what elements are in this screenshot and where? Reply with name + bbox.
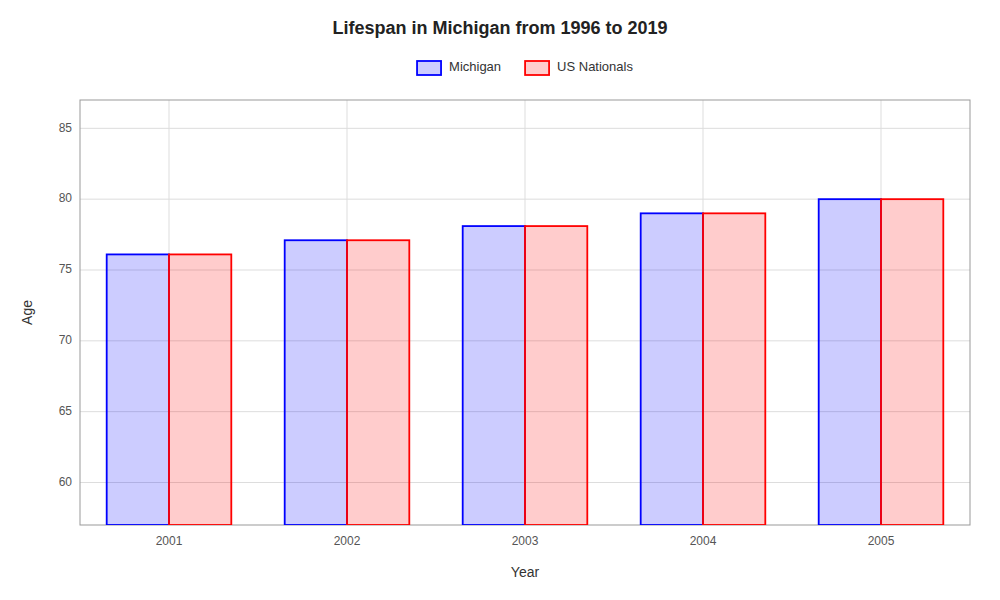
x-tick-label: 2004 (690, 534, 717, 548)
grid (80, 100, 970, 525)
bar (285, 240, 347, 525)
x-tick-label: 2002 (334, 534, 361, 548)
y-axis-label: Age (19, 300, 35, 325)
title: Lifespan in Michigan from 1996 to 2019 (332, 18, 667, 38)
legend-label: US Nationals (557, 59, 633, 74)
x-tick-label: 2001 (156, 534, 183, 548)
bar (169, 254, 231, 525)
legend-item: Michigan (417, 59, 501, 75)
bar (463, 226, 525, 525)
y-tick-label: 70 (59, 333, 73, 347)
bar (347, 240, 409, 525)
chart-container: 60 65 70 75 80 85 2001 2002 2003 2004 2005 Year Age L… (0, 0, 1000, 600)
bar (703, 213, 765, 525)
x-axis-label: Year (511, 564, 540, 580)
x-tick-label: 2003 (512, 534, 539, 548)
bar (819, 199, 881, 525)
y-tick-label: 80 (59, 191, 73, 205)
legend-swatch (525, 61, 549, 75)
legend-swatch (417, 61, 441, 75)
y-tick-label: 60 (59, 475, 73, 489)
plot-frame (80, 100, 970, 525)
x-tick-label: 2005 (868, 534, 895, 548)
bar (881, 199, 943, 525)
y-tick-label: 85 (59, 121, 73, 135)
y-tick-label: 75 (59, 262, 73, 276)
legend-label: Michigan (449, 59, 501, 74)
y-tick-label: 65 (59, 404, 73, 418)
legend: Michigan US Nationals (417, 59, 633, 75)
bar (107, 254, 169, 525)
chart: 60 65 70 75 80 85 2001 2002 2003 2004 2005 Year Age L… (0, 0, 1000, 600)
legend-item: US Nationals (525, 59, 633, 75)
bars (107, 199, 944, 525)
bar (641, 213, 703, 525)
bar (525, 226, 587, 525)
